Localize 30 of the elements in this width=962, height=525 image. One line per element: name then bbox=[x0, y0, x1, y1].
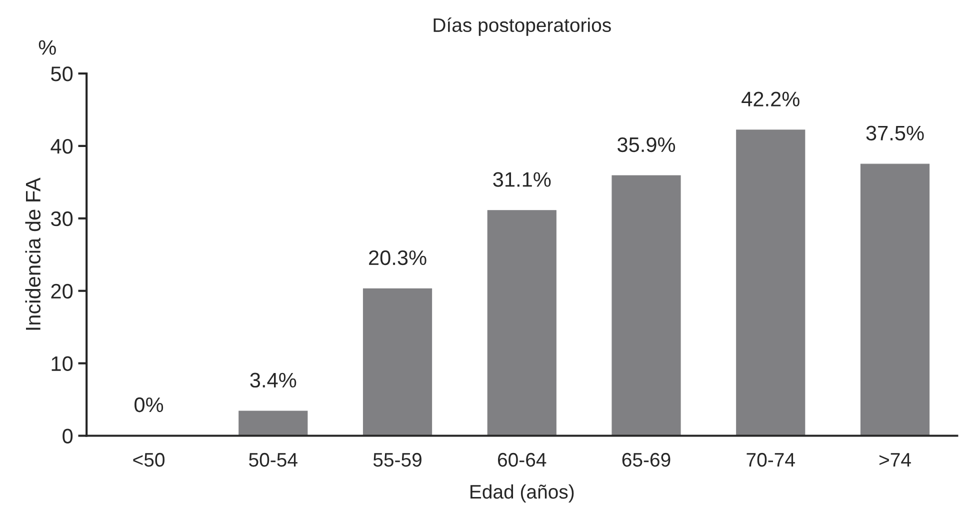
y-axis-title: Incidencia de FA bbox=[25, 178, 41, 330]
data-label: 31.1% bbox=[493, 172, 551, 187]
bar bbox=[736, 130, 806, 436]
chart-title: Días postoperatorios bbox=[434, 18, 611, 36]
x-tick-label: 70-74 bbox=[746, 452, 795, 467]
y-tick-label: 50 bbox=[51, 66, 73, 82]
data-label: 37.5% bbox=[866, 126, 924, 140]
bar bbox=[612, 175, 681, 436]
text: % bbox=[38, 40, 56, 55]
x-tick-label: 60-64 bbox=[498, 452, 546, 467]
data-label: 3.4% bbox=[250, 372, 296, 388]
x-axis-title: Edad (años) bbox=[470, 484, 574, 503]
bar bbox=[487, 210, 556, 436]
bar bbox=[238, 410, 308, 436]
bar bbox=[362, 288, 432, 436]
x-tick-label: <50 bbox=[133, 452, 164, 467]
x-tick-label: 65-69 bbox=[622, 452, 670, 467]
x-tick-label: >74 bbox=[879, 453, 911, 467]
data-label: 35.9% bbox=[618, 137, 676, 152]
data-label: 0% bbox=[134, 397, 164, 412]
y-tick-label: 10 bbox=[52, 356, 73, 372]
x-tick-label: 55-59 bbox=[373, 452, 422, 467]
y-tick-label: 0 bbox=[62, 428, 73, 444]
y-tick-label: 20 bbox=[51, 284, 73, 299]
data-label: 20.3% bbox=[369, 250, 426, 266]
x-tick-label: 50-54 bbox=[249, 452, 298, 467]
y-tick-label: 30 bbox=[51, 211, 73, 226]
y-tick-label: 40 bbox=[50, 138, 73, 154]
data-label: 42.2% bbox=[742, 92, 800, 106]
bar bbox=[860, 164, 930, 436]
